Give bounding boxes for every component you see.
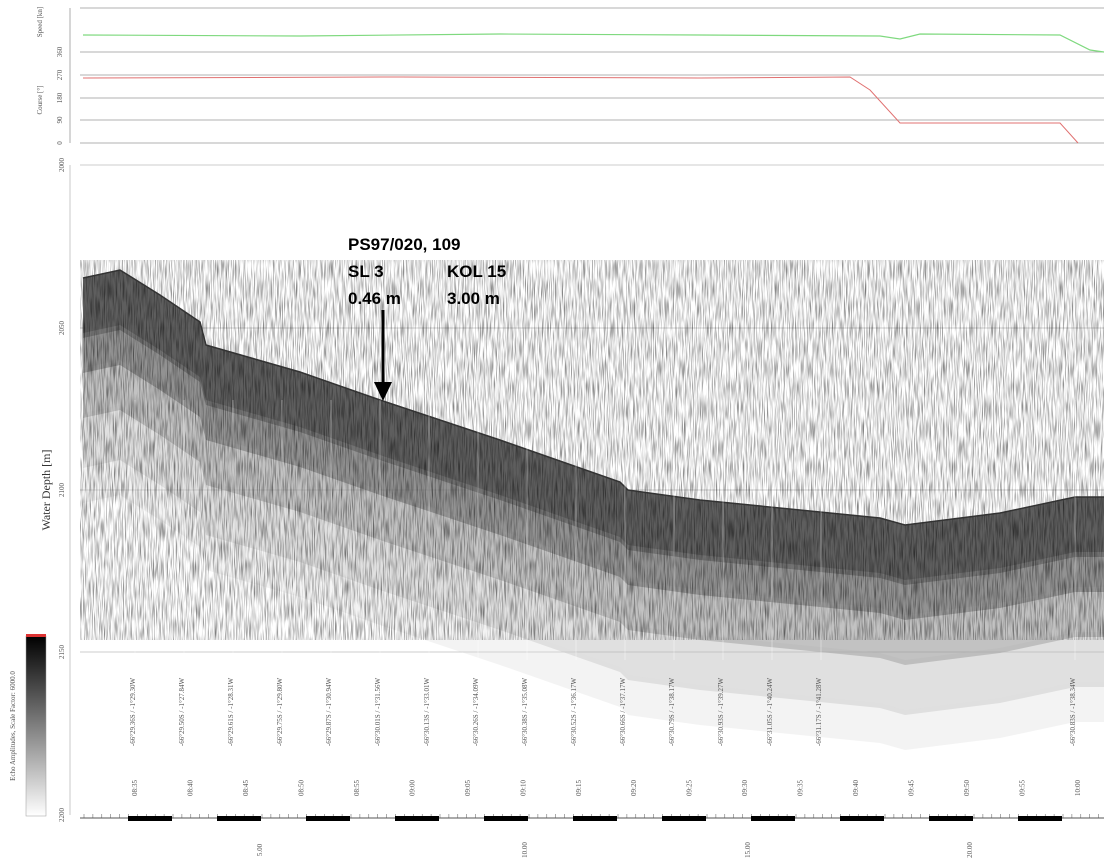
distance-label: 10.00 [521, 842, 529, 858]
speed-line [82, 33, 1104, 53]
time-label: 09:25 [686, 780, 694, 796]
time-label: 09:50 [963, 780, 971, 796]
kol-label: KOL 15 [447, 262, 506, 281]
echo-texture [80, 260, 1104, 640]
time-label: 10:00 [1074, 780, 1082, 796]
distance-label: 20.00 [966, 842, 974, 858]
scale-block [751, 816, 795, 821]
depth-tick-label: 2050 [58, 321, 66, 336]
scale-block [306, 816, 350, 821]
time-label: 09:00 [408, 780, 416, 796]
kol-length: 3.00 m [447, 289, 500, 308]
time-label: 08:55 [353, 780, 361, 796]
scale-block [217, 816, 261, 821]
sl-length: 0.46 m [348, 289, 401, 308]
seafloor [82, 269, 1104, 526]
time-label: 09:55 [1019, 780, 1027, 796]
position-label: -66°30.38S / -1°35.08W [521, 678, 529, 747]
distance-scale: 5.00 10.00 15.00 20.00 [83, 814, 1099, 858]
time-label: 09:10 [519, 780, 527, 796]
time-label: 09:40 [852, 780, 860, 796]
scale-block [395, 816, 439, 821]
distance-label: 15.00 [744, 842, 752, 858]
time-label: 08:40 [186, 780, 194, 796]
echogram [80, 260, 1104, 750]
distance-label: 5.00 [256, 843, 264, 856]
position-label: -66°30.52S / -1°36.17W [570, 678, 578, 747]
position-label: -66°30.13S / -1°33.01W [423, 678, 431, 747]
colorbar-label: Echo Amplitudes, Scale Factor: 6000.0 [9, 671, 17, 781]
scale-block [484, 816, 528, 821]
scale-block [128, 816, 172, 821]
scale-block [840, 816, 884, 821]
echo-layer [83, 455, 1104, 750]
time-label: 09:15 [575, 780, 583, 796]
time-label: 08:45 [242, 780, 250, 796]
arrow-head [374, 382, 392, 401]
time-label: 09:20 [630, 780, 638, 796]
y-axis-label: Water Depth [m] [39, 449, 53, 530]
position-label: -66°30.79S / -1°38.17W [668, 678, 676, 747]
time-label: 09:05 [464, 780, 472, 796]
position-label: -66°29.75S / -1°29.80W [276, 678, 284, 747]
scale-block [929, 816, 973, 821]
course-tick-label: 270 [56, 69, 64, 80]
time-label: 08:50 [297, 780, 305, 796]
position-label: -66°30.26S / -1°34.09W [472, 678, 480, 747]
station-label: PS97/020, 109 [348, 235, 460, 254]
position-label: -66°29.50S / -1°27.84W [178, 678, 186, 747]
position-label: -66°31.05S / -1°40.24W [766, 678, 774, 747]
position-label: -66°30.01S / -1°31.56W [374, 678, 382, 747]
colorbar-cap [26, 634, 46, 637]
speed-label: Speed [kn] [36, 7, 44, 38]
position-label: -66°30.93S / -1°39.27W [717, 678, 725, 747]
sl-label: SL 3 [348, 262, 384, 281]
echo-layer [83, 405, 1104, 715]
position-label: -66°30.66S / -1°37.17W [619, 678, 627, 747]
course-tick-label: 0 [56, 141, 64, 145]
time-label: 09:30 [741, 780, 749, 796]
scale-block [573, 816, 617, 821]
depth-tick-label: 2000 [58, 158, 66, 173]
course-tick-label: 90 [56, 116, 64, 124]
time-label: 09:35 [797, 780, 805, 796]
course-label: Course [°] [36, 85, 44, 114]
scale-block [1018, 816, 1062, 821]
position-label: -66°30.83S / -1°38.34W [1069, 678, 1077, 747]
colorbar [25, 635, 47, 817]
course-line [82, 76, 1079, 144]
time-label: 09:45 [908, 780, 916, 796]
depth-tick-label: 2200 [58, 808, 66, 823]
position-label: -66°29.36S / -1°29.30W [129, 678, 137, 747]
position-label: -66°29.61S / -1°28.31W [227, 678, 235, 747]
top-panel [69, 7, 1104, 144]
depth-tick-label: 2150 [58, 645, 66, 660]
position-label: -66°29.87S / -1°30.94W [325, 678, 333, 747]
course-tick-label: 360 [56, 46, 64, 57]
position-label: -66°31.17S / -1°41.28W [815, 678, 823, 747]
time-label: 08:35 [131, 780, 139, 796]
depth-tick-label: 2100 [58, 483, 66, 498]
scale-block [662, 816, 706, 821]
course-tick-label: 180 [56, 92, 64, 103]
